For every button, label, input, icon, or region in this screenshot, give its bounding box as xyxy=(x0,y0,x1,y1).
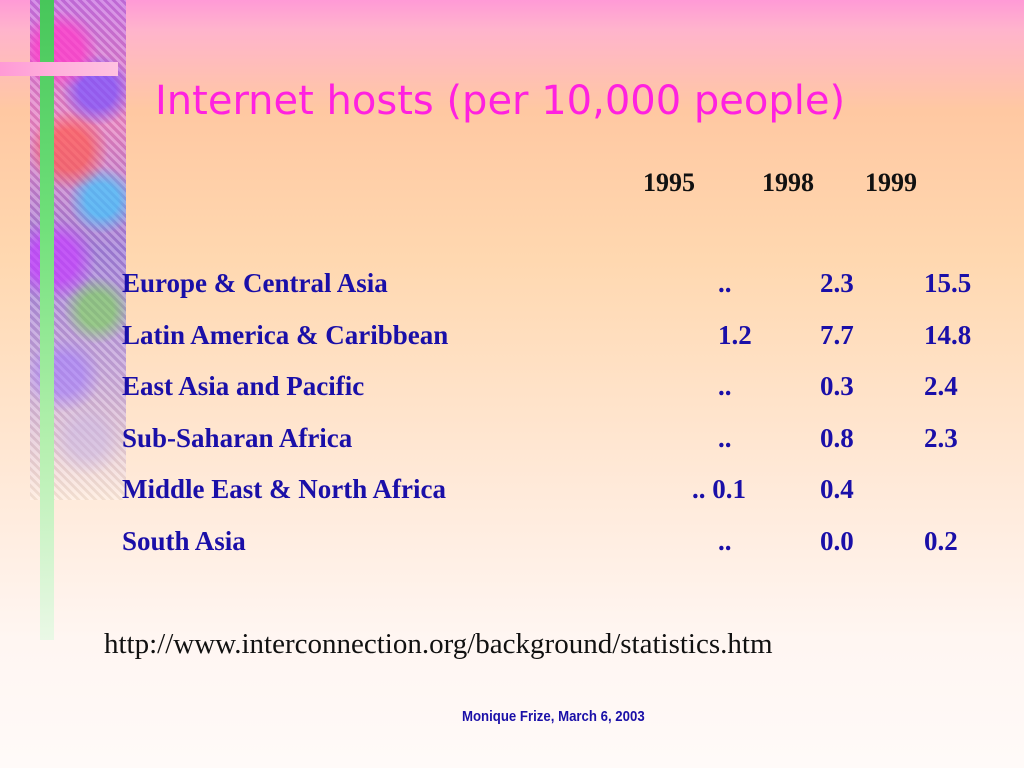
value-1999: 14.8 xyxy=(924,319,972,350)
value-1998: 0.8 xyxy=(820,422,854,453)
value-1995: .. xyxy=(718,422,732,453)
table-row: Latin America & Caribbean 1.2 7.7 14.8 xyxy=(0,320,1024,372)
value-1995: .. xyxy=(718,371,732,401)
year-header-row: 1995 1998 1999 xyxy=(0,168,1024,208)
decorative-horizontal-bar xyxy=(0,62,118,76)
value-1995: .. 0.1 xyxy=(692,474,746,504)
region-label: Latin America & Caribbean xyxy=(122,319,449,350)
region-label: South Asia xyxy=(122,525,246,556)
hosts-table: Europe & Central Asia .. 2.3 15.5 Latin … xyxy=(0,268,1024,577)
value-1998: 0.4 xyxy=(820,474,854,504)
decorative-vertical-bar xyxy=(40,0,54,640)
table-row: Europe & Central Asia .. 2.3 15.5 xyxy=(0,268,1024,320)
value-1998: 0.3 xyxy=(820,371,854,401)
table-row: Sub-Saharan Africa .. 0.8 2.3 xyxy=(0,423,1024,475)
source-link[interactable]: http://www.interconnection.org/backgroun… xyxy=(104,628,773,660)
value-1999: 2.3 xyxy=(924,422,958,453)
value-1999: 15.5 xyxy=(924,268,972,298)
table-row: South Asia .. 0.0 0.2 xyxy=(0,526,1024,578)
year-header-1998: 1998 xyxy=(762,168,814,197)
region-label: Middle East & North Africa xyxy=(122,474,446,504)
value-1995: .. xyxy=(718,525,732,556)
value-1998: 7.7 xyxy=(820,319,854,350)
footer-author-date: Monique Frize, March 6, 2003 xyxy=(462,708,645,725)
value-1999: 2.4 xyxy=(924,371,958,401)
value-1998: 2.3 xyxy=(820,268,854,298)
slide-title: Internet hosts (per 10,000 people) xyxy=(155,78,846,124)
value-1999: 0.2 xyxy=(924,525,958,556)
table-row: Middle East & North Africa .. 0.1 0.4 xyxy=(0,474,1024,526)
year-header-1999: 1999 xyxy=(865,168,917,197)
region-label: East Asia and Pacific xyxy=(122,371,365,401)
value-1998: 0.0 xyxy=(820,525,854,556)
region-label: Sub-Saharan Africa xyxy=(122,422,353,453)
region-label: Europe & Central Asia xyxy=(122,268,388,298)
value-1995: 1.2 xyxy=(718,319,752,350)
value-1995: .. xyxy=(718,268,732,298)
table-row: East Asia and Pacific .. 0.3 2.4 xyxy=(0,371,1024,423)
year-header-1995: 1995 xyxy=(643,168,695,197)
